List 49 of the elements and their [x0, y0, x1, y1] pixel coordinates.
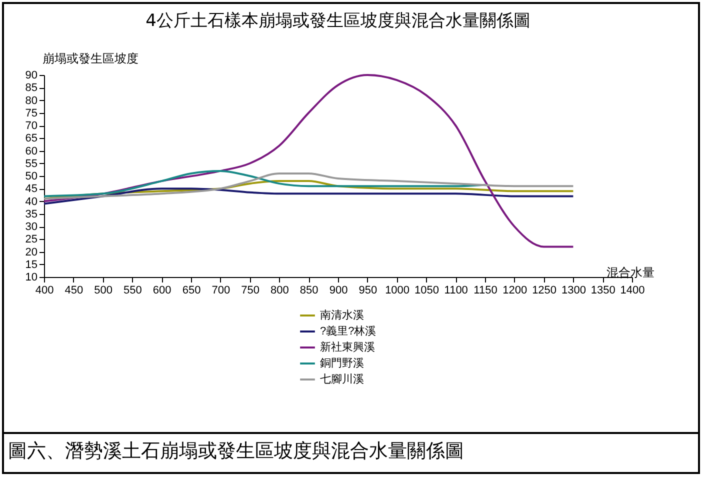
x-tick-label: 1150	[474, 284, 498, 296]
x-tick-label: 900	[329, 284, 348, 296]
y-tick-label: 70	[25, 120, 38, 132]
y-tick-label: 10	[25, 272, 38, 284]
x-tick-label: 1350	[590, 284, 616, 296]
y-tick-label: 35	[25, 208, 38, 220]
y-tick-label: 20	[25, 246, 38, 258]
x-tick-label: 1200	[502, 284, 528, 296]
x-tick-label: 1300	[561, 284, 586, 296]
y-tick-label: 15	[25, 258, 38, 271]
y-tick-label: 90	[25, 70, 38, 82]
y-tick-label: 80	[25, 94, 38, 107]
x-tick-label: 1400	[620, 284, 645, 296]
y-tick-label: 55	[25, 158, 38, 170]
x-tick-label: 650	[182, 284, 201, 296]
chart-title: 4公斤土石樣本崩塌或發生區坡度與混合水量關係圖	[146, 11, 530, 31]
legend-label: 銅門野溪	[320, 358, 364, 370]
text: 圖六、潛勢溪土石崩塌或發生區坡度與混合水量關係圖	[8, 439, 464, 464]
line-series	[43, 188, 574, 205]
x-tick-label: 750	[241, 284, 260, 296]
x-tick-label: 700	[212, 284, 230, 296]
y-tick-label: 85	[25, 82, 38, 94]
x-tick-label: 950	[358, 284, 378, 296]
legend-label: 南清水溪	[320, 308, 364, 322]
y-tick-label: 75	[25, 107, 38, 120]
x-tick-label: 1100	[444, 284, 468, 296]
y-tick-label: 45	[25, 183, 38, 196]
x-tick-label: 1250	[532, 284, 557, 296]
y-tick-label: 25	[25, 234, 38, 246]
x-tick-label: 400	[35, 284, 54, 296]
x-tick-label: 1000	[385, 284, 410, 296]
y-tick-label: 30	[25, 221, 38, 233]
legend-label: 七腳川溪	[320, 372, 364, 386]
legend-label: ?義里?林溪	[320, 324, 376, 338]
x-tick-label: 600	[152, 284, 172, 296]
x-tick-label: 500	[94, 284, 112, 296]
legend-label: 新社東興溪	[320, 340, 375, 354]
y-tick-label: 65	[25, 132, 38, 145]
x-tick-label: 1050	[414, 284, 439, 296]
x-tick-label: 450	[64, 284, 84, 296]
y-tick-label: 40	[25, 196, 38, 208]
y-axis-title: 崩塌或發生區坡度	[42, 52, 138, 66]
x-tick-label: 550	[124, 284, 142, 296]
line-series	[43, 172, 574, 200]
x-tick-label: 850	[300, 284, 318, 296]
x-tick-label: 800	[270, 284, 289, 296]
line-series	[43, 74, 574, 248]
y-tick-label: 50	[25, 170, 38, 182]
y-tick-label: 60	[25, 145, 38, 158]
